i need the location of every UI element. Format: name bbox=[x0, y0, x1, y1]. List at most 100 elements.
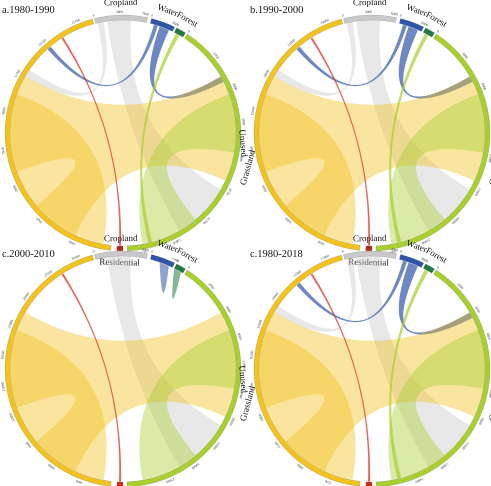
tick-label: 8000 bbox=[488, 390, 491, 398]
ribbon-unused-unused bbox=[10, 94, 107, 244]
ribbon-unused-unused bbox=[259, 94, 356, 244]
tick-label: 21000 bbox=[421, 238, 431, 246]
ribbon-unused-grassland bbox=[259, 312, 485, 472]
tick-label: 10200 bbox=[249, 350, 254, 360]
tick-label: 0 bbox=[425, 23, 429, 27]
ribbon-water-grassland bbox=[159, 262, 169, 293]
segment-residential bbox=[116, 481, 124, 486]
tick-label: 1500 bbox=[171, 256, 179, 263]
ribbon-residential-unused bbox=[310, 273, 371, 482]
panel-title: c.2000-2010 bbox=[2, 249, 55, 260]
tick-label: 6000 bbox=[142, 247, 150, 252]
category-label-cropland: Cropland bbox=[104, 0, 138, 7]
ribbon-water-grassland bbox=[398, 262, 473, 335]
tick-label: 1600 bbox=[456, 282, 464, 290]
ribbons bbox=[259, 256, 485, 482]
tick-label: 0 bbox=[176, 23, 180, 27]
segment-cropland bbox=[343, 250, 397, 260]
tick-label: 3000 bbox=[75, 479, 83, 485]
tick-label: 18000 bbox=[451, 216, 460, 225]
segment-forest bbox=[174, 263, 186, 274]
segment-water bbox=[150, 18, 175, 32]
ribbon-grassland-grassland bbox=[139, 330, 236, 480]
panel-title: c.1980-2018 bbox=[250, 249, 303, 260]
tick-label: 5100 bbox=[274, 440, 282, 448]
tick-label: 8500 bbox=[250, 383, 255, 391]
ribbon-residential-unused bbox=[61, 37, 122, 246]
tick-label: 6800 bbox=[258, 413, 265, 421]
tick-label: 15000 bbox=[1, 382, 6, 392]
segment-cropland bbox=[343, 14, 397, 24]
tick-label: 27000 bbox=[44, 269, 54, 278]
ribbon-unused-grassland bbox=[10, 76, 236, 236]
tick-label: 7600 bbox=[142, 11, 150, 16]
tick-label: 0 bbox=[176, 259, 180, 263]
tick-label: 13600 bbox=[271, 291, 280, 301]
ribbons bbox=[10, 20, 236, 246]
tick-label: 2000 bbox=[365, 246, 373, 250]
tick-label: 30000 bbox=[71, 254, 81, 261]
tick-label: 1700 bbox=[324, 479, 332, 485]
ribbon-unused-unused bbox=[259, 330, 356, 480]
ribbons bbox=[10, 256, 236, 482]
tick-label: 3000 bbox=[317, 239, 325, 246]
ribbon-water-grassland bbox=[149, 26, 224, 99]
tick-label: 3000 bbox=[207, 282, 215, 290]
tick-label: 18000 bbox=[228, 416, 236, 426]
tick-label: 3800 bbox=[116, 10, 124, 14]
tick-label: 11760 bbox=[71, 18, 81, 25]
tick-label: 0 bbox=[341, 249, 344, 253]
tick-label: 12000 bbox=[242, 360, 246, 369]
tick-label: 21000 bbox=[212, 441, 221, 451]
category-label-cropland: Cropland bbox=[104, 233, 138, 244]
tick-label: 17000 bbox=[320, 254, 330, 261]
tick-label: 0 bbox=[151, 13, 154, 17]
tick-label: 24000 bbox=[22, 291, 31, 301]
tick-label: 13650 bbox=[172, 238, 182, 246]
tick-label: 9600 bbox=[478, 417, 485, 425]
tick-label: 24000 bbox=[191, 462, 201, 471]
tick-label: 9000 bbox=[25, 440, 33, 448]
tick-label: 18000 bbox=[0, 350, 5, 360]
tick-label: 3900 bbox=[232, 82, 239, 90]
tick-label: 5850 bbox=[241, 118, 246, 126]
tick-label: 5880 bbox=[12, 184, 19, 192]
tick-label: 7840 bbox=[1, 147, 6, 155]
segment-forest bbox=[174, 27, 186, 38]
segment-grassland bbox=[375, 269, 491, 486]
category-label-unused: Unused bbox=[237, 365, 249, 394]
tick-label: 0 bbox=[187, 265, 191, 269]
category-label-unused: Unused bbox=[237, 129, 249, 158]
tick-label: 960 bbox=[172, 21, 179, 27]
tick-label: 3400 bbox=[296, 463, 304, 471]
tick-label: 12000 bbox=[8, 412, 15, 422]
tick-label: 6000 bbox=[225, 305, 232, 313]
ribbon-cropland-grassland bbox=[356, 256, 470, 467]
tick-label: 9000 bbox=[261, 184, 268, 192]
ribbon-cropland-grassland bbox=[107, 20, 221, 231]
tick-label: 11700 bbox=[138, 250, 148, 255]
tick-label: 24000 bbox=[320, 18, 330, 25]
category-label-residential: Residential bbox=[99, 256, 140, 267]
tick-label: 6000 bbox=[47, 463, 55, 471]
tick-label: 0 bbox=[425, 259, 429, 263]
ribbon-water-grassland bbox=[398, 26, 473, 99]
category-label-forest: Forest bbox=[424, 9, 449, 29]
tick-label: 0 bbox=[92, 249, 95, 253]
tick-label: 13720 bbox=[38, 38, 48, 47]
tick-label: 12000 bbox=[487, 153, 491, 163]
tick-label: 11760 bbox=[14, 69, 22, 79]
category-label-cropland: Cropland bbox=[353, 0, 387, 7]
segment-grassland bbox=[375, 33, 491, 252]
tick-label: 6000 bbox=[391, 11, 399, 16]
tick-label: 11900 bbox=[256, 319, 263, 329]
ribbons bbox=[259, 20, 485, 246]
tick-label: 3000 bbox=[116, 246, 124, 250]
segment-forest bbox=[423, 263, 435, 274]
tick-label: 12000 bbox=[250, 146, 255, 156]
segment-water bbox=[150, 254, 175, 268]
tick-label: 600 bbox=[421, 21, 428, 27]
tick-label: 12800 bbox=[440, 462, 450, 471]
